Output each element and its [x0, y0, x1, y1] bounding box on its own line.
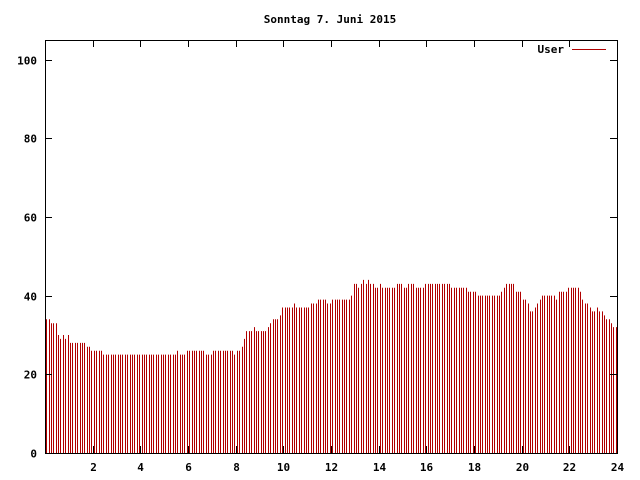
- legend-label-user: User: [538, 43, 565, 56]
- x-tick-label: 18: [468, 461, 481, 474]
- x-tick-label: 14: [373, 461, 387, 474]
- y-tick-label: 20: [24, 369, 37, 382]
- x-tick-label: 20: [516, 461, 529, 474]
- bars-layer: [46, 279, 617, 453]
- y-tick-label: 80: [24, 133, 37, 146]
- plot-area-frame: [45, 40, 618, 454]
- x-tick-label: 2: [90, 461, 97, 474]
- x-tick-label: 4: [137, 461, 144, 474]
- x-tick-label: 10: [277, 461, 290, 474]
- y-tick-label: 40: [24, 291, 37, 304]
- x-tick-label: 12: [325, 461, 338, 474]
- x-tick-label: 22: [563, 461, 576, 474]
- chart-title: Sonntag 7. Juni 2015: [264, 13, 396, 26]
- y-tick-label: 100: [17, 55, 37, 68]
- x-tick-label: 8: [233, 461, 240, 474]
- y-tick-label: 60: [24, 212, 37, 225]
- legend: User: [538, 43, 606, 56]
- x-tick-label: 6: [185, 461, 192, 474]
- x-tick-label: 24: [611, 461, 625, 474]
- y-tick-label: 0: [30, 448, 37, 461]
- x-tick-label: 16: [420, 461, 434, 474]
